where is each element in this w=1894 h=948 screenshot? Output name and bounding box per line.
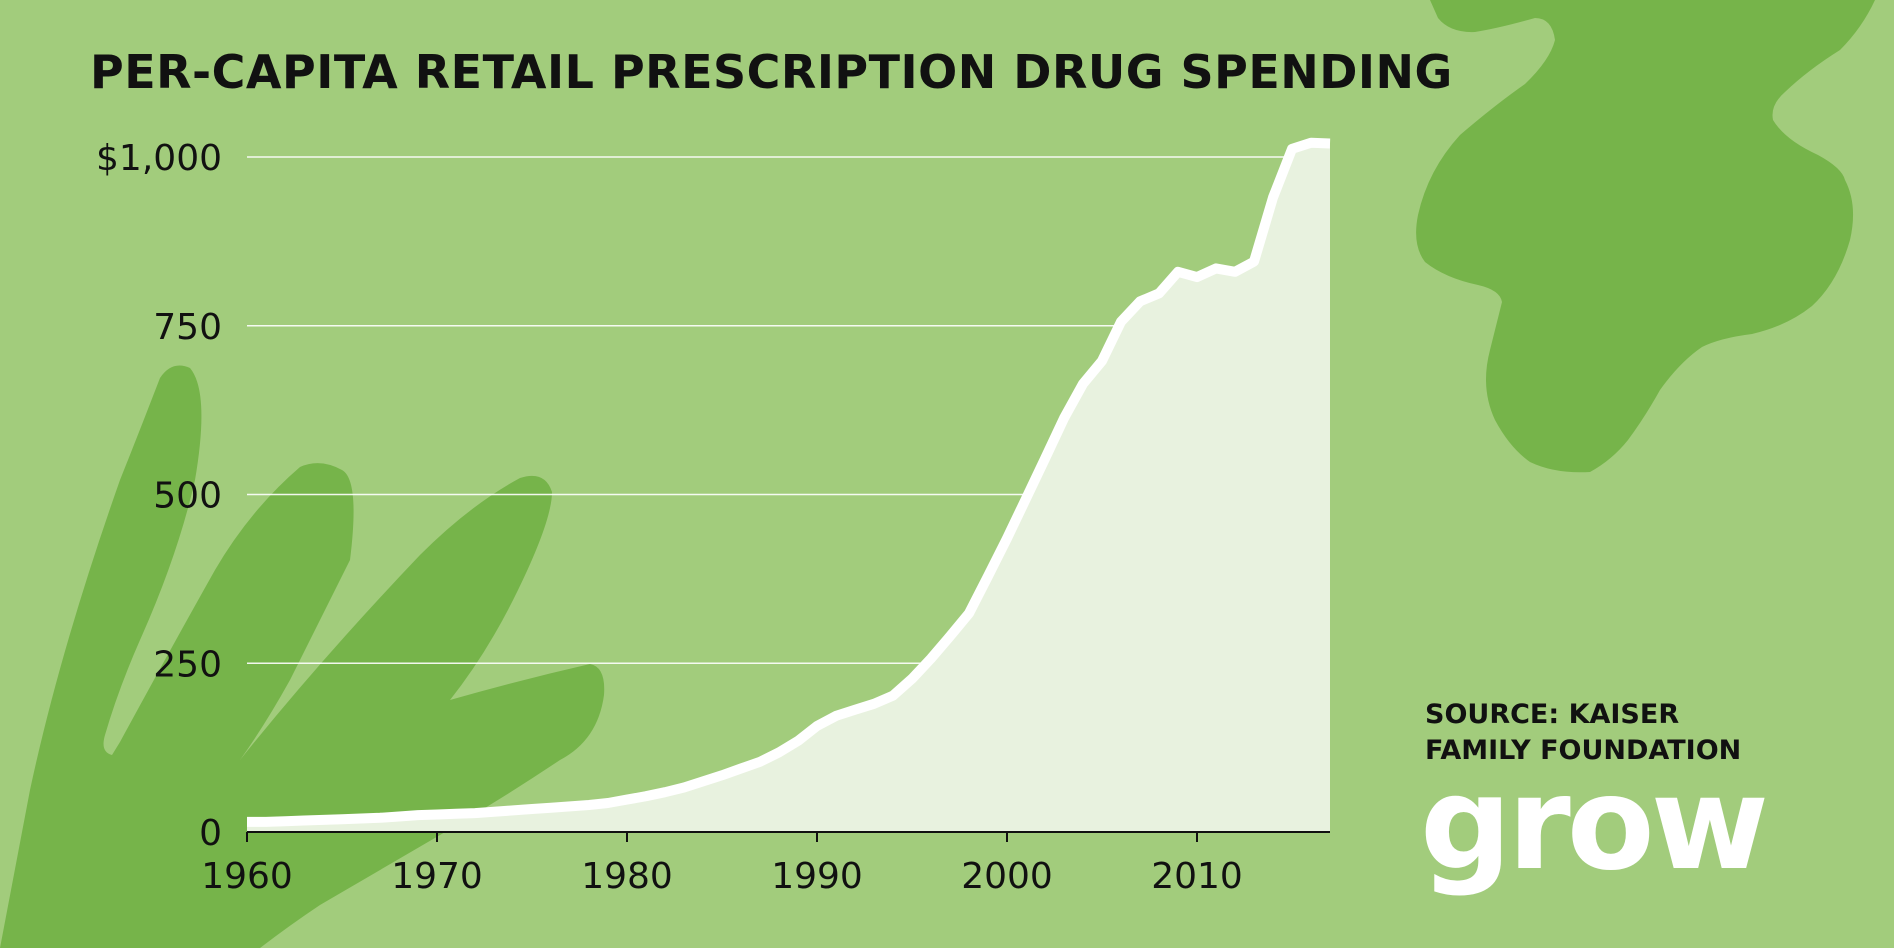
- x-tick-label: 1980: [581, 856, 673, 897]
- y-tick-label: 500: [153, 476, 222, 517]
- leaf-shape-2: [1416, 0, 1875, 473]
- x-tick-label: 2010: [1151, 856, 1243, 897]
- grow-logo: grow: [1420, 750, 1765, 899]
- x-tick-label: 1990: [771, 856, 863, 897]
- x-tick-label: 1970: [391, 856, 483, 897]
- leaf-shape-1: [0, 365, 605, 948]
- y-tick-label: 0: [199, 813, 222, 854]
- y-tick-label: 250: [153, 644, 222, 685]
- area-fill: [247, 142, 1330, 833]
- spending-line: [247, 137, 1331, 827]
- y-tick-label: $1,000: [96, 138, 222, 179]
- chart-title: PER-CAPITA RETAIL PRESCRIPTION DRUG SPEN…: [90, 45, 1453, 99]
- source-line-1: SOURCE: KAISER: [1425, 699, 1679, 730]
- y-tick-label: 750: [153, 307, 222, 348]
- x-axis-labels: 1960 1970 1980 1990 2000 2010: [201, 856, 1243, 897]
- x-tick-label: 2000: [961, 856, 1053, 897]
- x-tick-label: 1960: [201, 856, 293, 897]
- source-line-2: FAMILY FOUNDATION: [1425, 735, 1741, 766]
- y-axis-labels: 0 250 500 750 $1,000: [96, 138, 222, 854]
- x-axis-ticks: [246, 832, 1198, 842]
